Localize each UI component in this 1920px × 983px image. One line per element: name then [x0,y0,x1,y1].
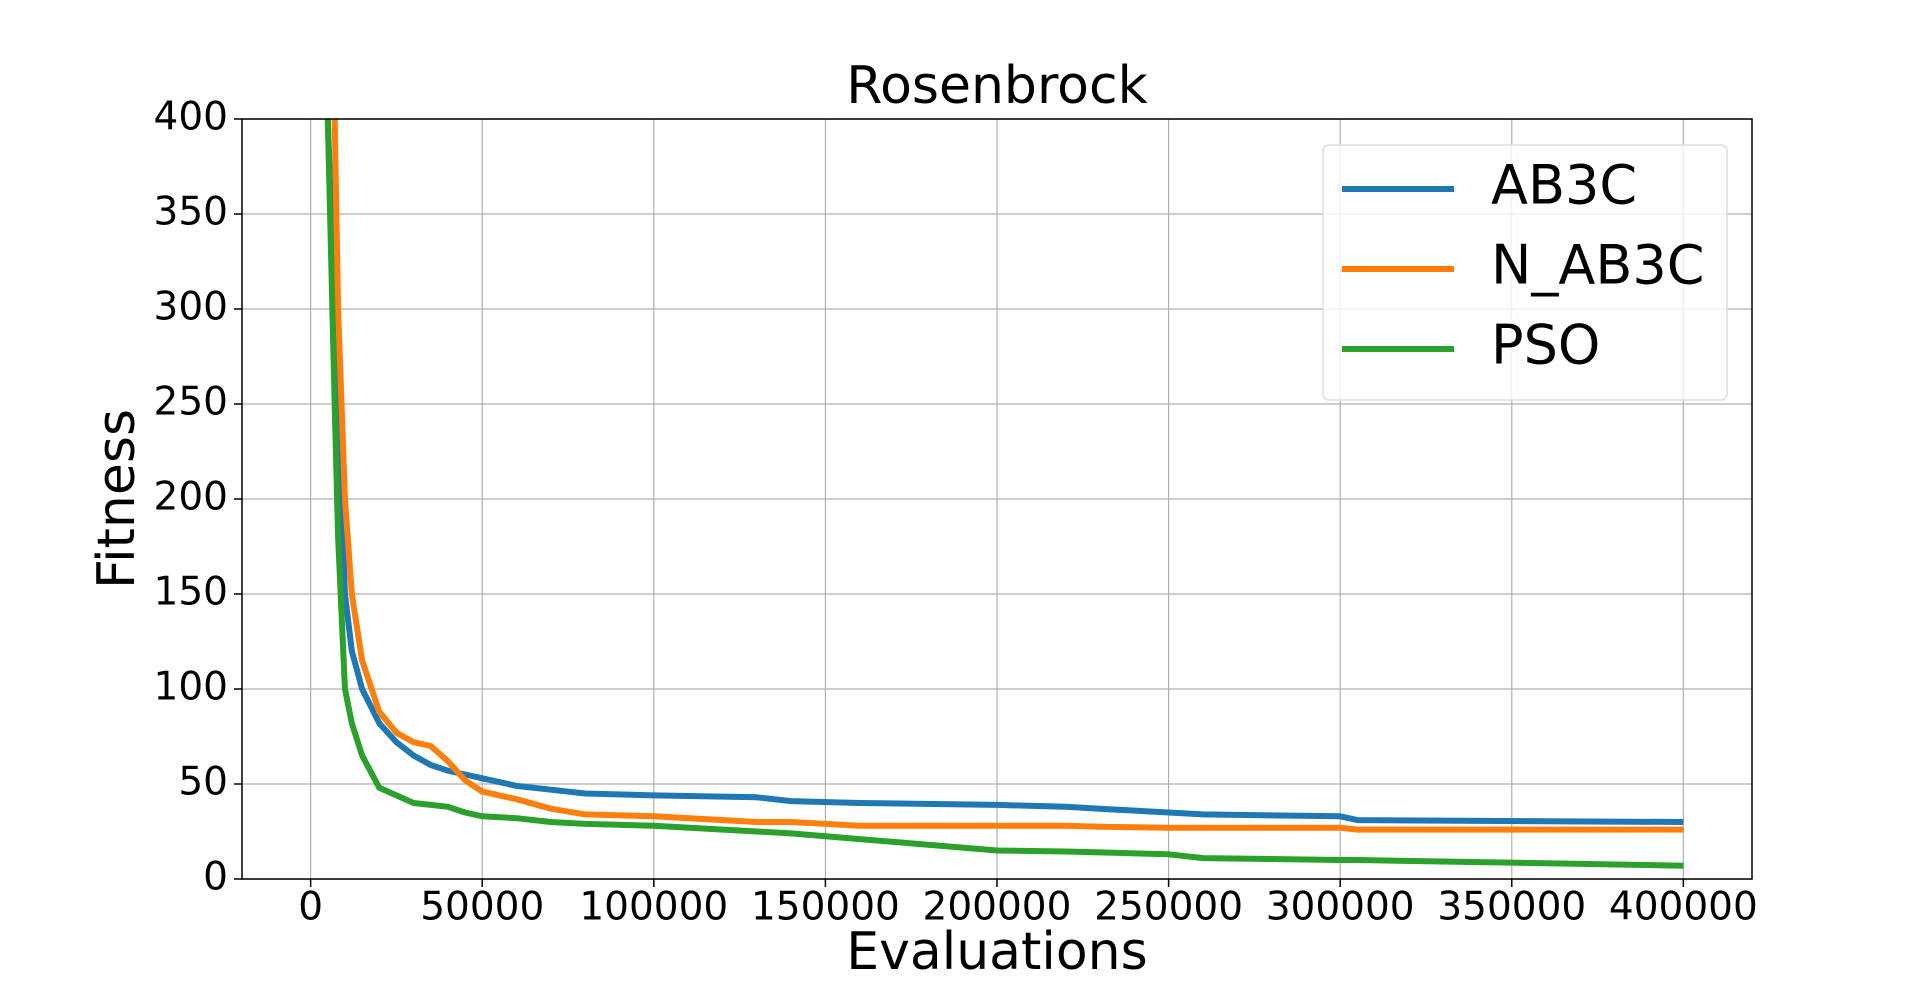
y-tick-label: 100 [154,665,228,710]
x-tick-label: 300000 [1266,885,1415,930]
legend-label: AB3C [1491,154,1637,217]
x-tick-label: 350000 [1437,885,1586,930]
chart-title: Rosenbrock [846,56,1147,116]
y-tick-label: 150 [154,570,228,615]
y-tick-label: 400 [154,95,228,140]
y-tick-label: 0 [203,855,228,900]
plot-frame [241,118,1753,880]
x-tick-label: 100000 [579,885,728,930]
x-tick-label: 250000 [1094,885,1243,930]
y-tick-label: 350 [154,190,228,235]
x-tick-label: 400000 [1609,885,1758,930]
x-axis-label: Evaluations [846,922,1147,982]
line-series [331,118,1684,833]
line-series [324,118,1684,825]
x-tick-label: 0 [298,885,323,930]
x-tick-label: 200000 [923,885,1072,930]
legend-label: PSO [1491,314,1600,377]
y-tick-label: 200 [154,475,228,520]
y-tick-label: 50 [178,760,228,805]
y-tick-label: 300 [154,285,228,330]
y-tick-label: 250 [154,380,228,425]
x-tick-label: 50000 [420,885,544,930]
legend-frame [1322,144,1728,401]
x-tick-label: 150000 [751,885,900,930]
line-series [324,118,1684,869]
y-axis-label: Fitness [87,409,147,589]
legend-label: N_AB3C [1491,234,1704,297]
